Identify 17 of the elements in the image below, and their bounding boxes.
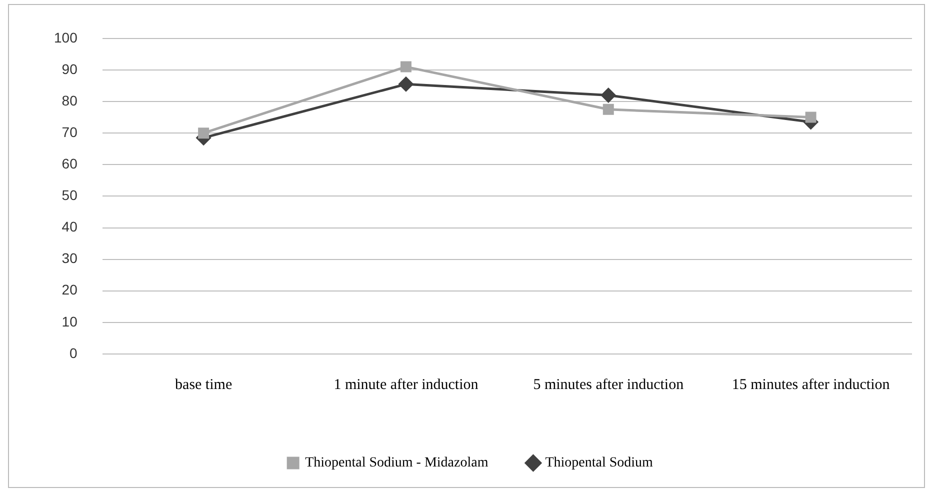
y-tick-label: 0 bbox=[70, 344, 78, 361]
y-tick-label: 100 bbox=[54, 29, 78, 46]
x-tick-label: 5 minutes after induction bbox=[533, 376, 684, 393]
y-tick-label: 40 bbox=[62, 218, 78, 235]
y-tick-label: 70 bbox=[62, 124, 78, 140]
x-tick-label: 15 minutes after induction bbox=[732, 376, 890, 393]
y-tick-label: 50 bbox=[62, 187, 78, 204]
y-tick-label: 80 bbox=[62, 92, 78, 108]
y-tick-label: 10 bbox=[62, 313, 78, 330]
x-tick-label: base time bbox=[175, 376, 232, 393]
y-tick-label: 60 bbox=[62, 156, 78, 172]
y-tick-label: 90 bbox=[62, 60, 78, 77]
x-tick-label: 1 minute after induction bbox=[334, 376, 479, 393]
y-tick-label: 30 bbox=[62, 250, 78, 266]
y-tick-label: 20 bbox=[62, 282, 78, 298]
legend-label: Thiopental Sodium bbox=[545, 456, 654, 471]
legend-label: Thiopental Sodium - Midazolam bbox=[305, 456, 488, 471]
